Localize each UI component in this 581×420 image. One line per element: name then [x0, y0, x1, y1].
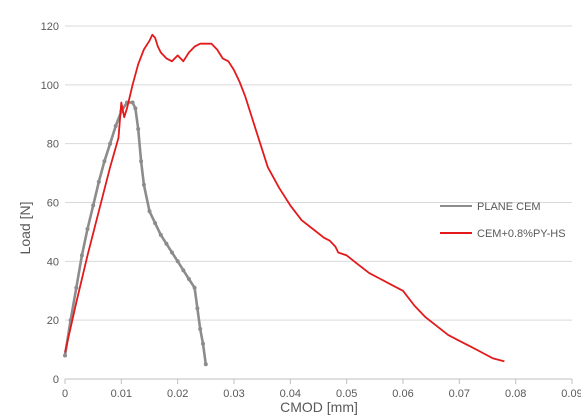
series-line-cem-py-hs — [64, 33, 505, 363]
y-tick-label: 60 — [47, 198, 59, 210]
data-point-plane-cem — [79, 253, 84, 258]
data-point-plane-cem — [108, 141, 113, 146]
data-point-plane-cem — [175, 259, 180, 264]
data-point-plane-cem — [141, 182, 146, 187]
x-tick-label: 0 — [62, 388, 68, 400]
data-point-plane-cem — [170, 250, 174, 255]
data-point-plane-cem — [186, 277, 191, 281]
data-point-plane-cem — [102, 159, 107, 164]
data-point-plane-cem — [63, 353, 67, 358]
x-tick-label: 0.05 — [336, 388, 357, 400]
x-tick-label: 0.04 — [280, 388, 301, 400]
legend-item-plane-cem: PLANE CEM — [440, 201, 541, 213]
data-point-plane-cem — [201, 341, 205, 346]
data-point-plane-cem — [192, 285, 197, 290]
data-point-plane-cem — [198, 327, 203, 331]
data-point-plane-cem — [74, 285, 79, 290]
data-point-plane-cem — [133, 106, 138, 111]
y-tick-label: 100 — [41, 80, 59, 92]
y-tick-label: 120 — [41, 21, 59, 33]
gridlines — [65, 25, 572, 321]
data-point-plane-cem — [130, 100, 135, 105]
x-tick-label: 0.03 — [223, 388, 244, 400]
x-tick-labels: 0 0.01 0.02 0.03 0.04 0.05 0.06 0.07 0.08 0.09 — [62, 388, 581, 400]
x-tick-label: 0.09 — [561, 388, 581, 400]
data-point-plane-cem — [96, 179, 101, 184]
y-tick-label: 80 — [47, 139, 59, 151]
x-tick-label: 0.06 — [392, 388, 413, 400]
x-tick-label: 0.01 — [111, 388, 132, 400]
data-point-plane-cem — [203, 362, 208, 367]
data-point-plane-cem — [139, 159, 144, 164]
data-point-plane-cem — [195, 306, 200, 311]
x-tick-label: 0.02 — [167, 388, 188, 400]
data-point-plane-cem — [91, 203, 96, 208]
data-point-plane-cem — [147, 209, 152, 214]
data-point-plane-cem — [164, 241, 169, 246]
y-tick-label: 0 — [53, 374, 59, 386]
x-tick-label: 0.08 — [505, 388, 526, 400]
data-point-plane-cem — [181, 268, 186, 273]
axes — [64, 378, 573, 384]
legend-label-cem-py-hs: CEM+0.8%PY-HS — [477, 228, 566, 240]
series-layer — [63, 33, 505, 367]
data-point-plane-cem — [136, 127, 141, 131]
data-point-plane-cem — [113, 124, 118, 128]
data-point-plane-cem — [153, 221, 158, 226]
y-tick-label: 40 — [47, 256, 59, 268]
legend-item-cem-py-hs: CEM+0.8%PY-HS — [440, 228, 566, 240]
x-axis-title: CMOD [mm] — [280, 399, 358, 415]
x-tick-label: 0.07 — [449, 388, 470, 400]
data-point-plane-cem — [85, 227, 90, 231]
legend: PLANE CEM CEM+0.8%PY-HS — [440, 201, 566, 240]
legend-label-plane-cem: PLANE CEM — [477, 201, 541, 213]
data-point-plane-cem — [158, 232, 163, 237]
y-axis-title: Load [N] — [17, 202, 33, 255]
y-tick-label: 20 — [47, 315, 59, 327]
y-tick-labels: 0 20 40 60 80 100 120 — [41, 21, 59, 386]
